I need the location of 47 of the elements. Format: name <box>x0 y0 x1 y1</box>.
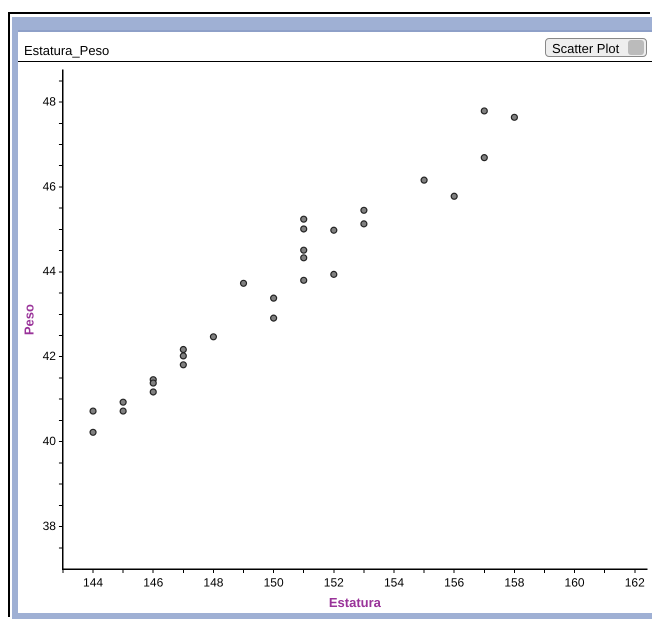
x-tick-label: 158 <box>504 576 525 590</box>
point <box>330 270 338 278</box>
point <box>270 314 278 322</box>
point <box>180 352 187 360</box>
x-tick-label: 162 <box>624 576 646 590</box>
point <box>150 379 157 387</box>
y-tick-label: 44 <box>42 264 56 278</box>
chart-title: Estatura_Peso <box>24 43 110 58</box>
x-tick-label: 160 <box>564 576 585 590</box>
point <box>300 246 308 254</box>
point <box>330 226 338 234</box>
point <box>270 294 278 302</box>
x-tick-label: 146 <box>143 576 164 590</box>
point <box>360 206 368 214</box>
x-tick-label: 148 <box>203 576 224 590</box>
point <box>480 107 488 115</box>
point <box>420 176 428 184</box>
y-tick-label: 42 <box>42 349 56 364</box>
x-axis-title: Estatura <box>328 594 382 610</box>
point <box>150 388 157 396</box>
point <box>300 216 308 223</box>
y-axis-title: Peso <box>21 304 36 336</box>
point <box>510 114 518 121</box>
point <box>120 407 127 415</box>
point <box>120 398 127 406</box>
point <box>450 192 458 200</box>
x-tick-label: 144 <box>83 576 104 590</box>
x-tick-label: 156 <box>444 576 465 590</box>
y-tick-label: 40 <box>42 434 56 448</box>
y-tick-label: 46 <box>42 179 56 194</box>
point <box>480 154 488 162</box>
point <box>89 428 97 436</box>
point <box>300 276 308 284</box>
y-tick-label: 48 <box>42 94 56 108</box>
point <box>300 225 308 233</box>
point <box>180 361 187 368</box>
point <box>210 333 218 340</box>
point <box>180 346 187 354</box>
x-tick-label: 154 <box>384 576 404 590</box>
x-tick-label: 152 <box>324 576 344 590</box>
point <box>240 280 248 287</box>
y-tick-label: 38 <box>42 518 56 533</box>
point <box>360 220 368 228</box>
dropdown: Scatter Plot <box>545 38 647 57</box>
point <box>300 254 308 262</box>
point <box>89 407 97 415</box>
x-tick-label: 150 <box>264 576 284 590</box>
